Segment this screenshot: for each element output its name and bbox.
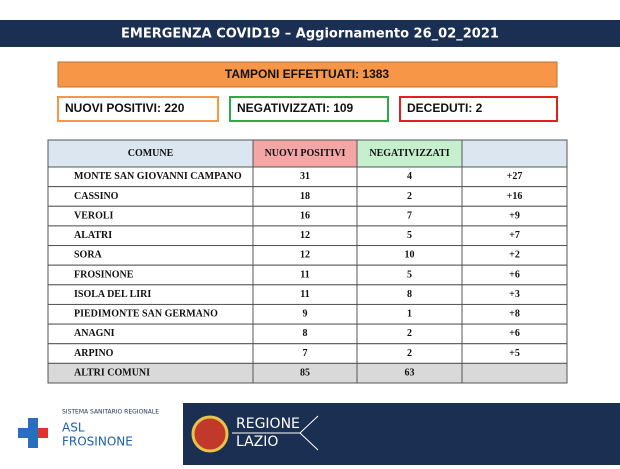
cell-text: 11 (300, 269, 309, 280)
region-line2: LAZIO (236, 434, 278, 450)
table: COMUNE NUOVI POSITIVI NEGATIVIZZATI MONTE S… (47, 139, 568, 384)
cell-text: 4 (407, 171, 412, 182)
cell-text: 8 (303, 328, 308, 339)
tamponi-text: TAMPONI EFFETTUATI: 1383 (225, 67, 390, 81)
header-text: NUOVI POSITIVI (265, 148, 346, 159)
comune: ISOLA DEL LIRI (74, 289, 151, 300)
comune: FROSINONE (74, 269, 134, 280)
comune: SORA (74, 250, 103, 261)
region-emblem (191, 415, 229, 453)
comune: ALATRI (74, 230, 112, 241)
asl-small: SISTEMA SANITARIO REGIONALE (62, 409, 159, 416)
cell-text: +27 (507, 171, 523, 182)
cell-text: +5 (509, 348, 520, 359)
cell-text: +2 (509, 250, 520, 261)
cell-text: 16 (300, 210, 310, 221)
cell-text: 7 (407, 210, 412, 221)
cell-text: +6 (509, 328, 520, 339)
cell (461, 362, 568, 384)
header-text: COMUNE (128, 148, 174, 159)
header-text: NEGATIVIZZATI (369, 148, 449, 159)
comune: MONTE SAN GIOVANNI CAMPANO (74, 171, 242, 182)
cell-text: +9 (509, 210, 520, 221)
comune: VEROLI (74, 210, 114, 221)
cell-text: 85 (300, 367, 310, 378)
comune: ANAGNI (74, 328, 115, 339)
header-bar (0, 20, 620, 47)
positivi-box (57, 96, 219, 122)
comune: CASSINO (74, 191, 119, 202)
cell-text: +3 (509, 289, 520, 300)
region-line1: REGIONE (236, 416, 300, 432)
deceduti-box (399, 96, 558, 122)
comune: PIEDIMONTE SAN GERMANO (74, 309, 218, 320)
cell-text: +16 (507, 191, 523, 202)
cell-text: +6 (509, 269, 520, 280)
asl-line1: ASL (62, 421, 85, 435)
cell-text: 11 (300, 289, 309, 300)
cell-text: 63 (405, 367, 415, 378)
deceduti-text: DECEDUTI: 2 (407, 101, 483, 115)
cell-text: 12 (300, 250, 310, 261)
cell-text: 7 (303, 348, 308, 359)
region-bar (183, 403, 620, 465)
header-cell (461, 139, 568, 168)
cell-text: 9 (303, 309, 308, 320)
asl-logo: SISTEMA SANITARIO REGIONALE ASL FROSINON… (18, 409, 159, 449)
negativizzati-text: NEGATIVIZZATI: 109 (237, 101, 354, 115)
cell-text: 31 (300, 171, 310, 182)
cell-text: +8 (509, 309, 520, 320)
cell-text: 1 (407, 309, 412, 320)
positivi-text: NUOVI POSITIVI: 220 (65, 101, 185, 115)
cell-text: 18 (300, 191, 310, 202)
comune: ALTRI COMUNI (74, 367, 150, 378)
cell-text: +7 (509, 230, 520, 241)
cell-text: 8 (407, 289, 412, 300)
cell-text: 12 (300, 230, 310, 241)
asl-line2: FROSINONE (62, 435, 133, 449)
cell-text: 2 (407, 348, 412, 359)
cell-text: 10 (405, 250, 415, 261)
cell-text: 5 (407, 230, 412, 241)
cell-text: 2 (407, 328, 412, 339)
cell-text: 5 (407, 269, 412, 280)
comune: ARPINO (74, 348, 114, 359)
tamponi-box (57, 61, 558, 88)
negativizzati-box (229, 96, 389, 122)
header-title: EMERGENZA COVID19 – Aggiornamento 26_02_… (121, 27, 499, 42)
region-lines (232, 415, 319, 451)
cell-text: 2 (407, 191, 412, 202)
